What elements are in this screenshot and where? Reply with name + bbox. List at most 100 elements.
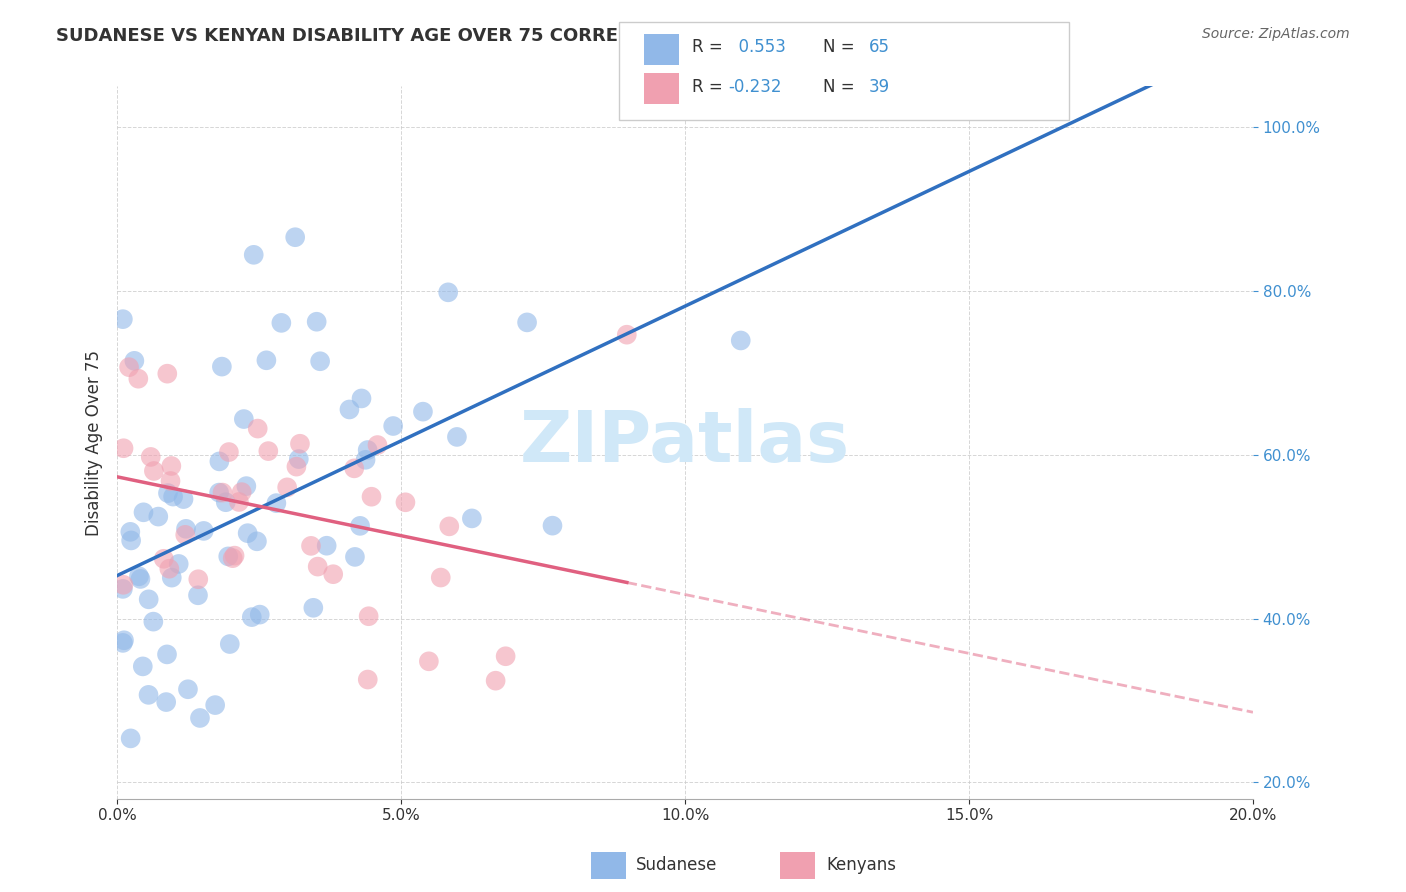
Point <box>156 367 179 381</box>
Point <box>156 486 179 500</box>
Text: 0.553: 0.553 <box>728 38 786 56</box>
Point <box>257 444 280 458</box>
Point <box>111 636 134 650</box>
Point <box>366 438 388 452</box>
Point <box>356 443 378 458</box>
Point <box>616 327 638 342</box>
Point <box>128 569 150 583</box>
Point <box>138 688 160 702</box>
Point <box>246 421 269 435</box>
Point <box>193 524 215 538</box>
Point <box>249 607 271 622</box>
Point <box>188 711 211 725</box>
Point <box>112 578 135 592</box>
Point <box>148 509 170 524</box>
Point <box>160 571 183 585</box>
Text: ZIPatlas: ZIPatlas <box>520 408 851 477</box>
Point <box>299 539 322 553</box>
Text: Sudanese: Sudanese <box>636 856 717 874</box>
Point <box>138 592 160 607</box>
Point <box>208 485 231 500</box>
Point <box>309 354 332 368</box>
Point <box>208 454 231 468</box>
Point <box>354 452 377 467</box>
Point <box>177 682 200 697</box>
Point <box>215 495 238 509</box>
Point <box>350 392 373 406</box>
Text: SUDANESE VS KENYAN DISABILITY AGE OVER 75 CORRELATION CHART: SUDANESE VS KENYAN DISABILITY AGE OVER 7… <box>56 27 765 45</box>
Point <box>211 359 233 374</box>
Point <box>276 480 298 494</box>
Point <box>218 637 240 651</box>
Point <box>288 436 311 450</box>
Point <box>343 461 366 475</box>
Point <box>111 582 134 596</box>
Y-axis label: Disability Age Over 75: Disability Age Over 75 <box>86 350 103 535</box>
Point <box>439 519 461 533</box>
Point <box>382 419 405 434</box>
Point <box>446 430 468 444</box>
Point <box>222 551 245 566</box>
Point <box>228 495 250 509</box>
Point <box>266 496 288 510</box>
Point <box>224 549 246 563</box>
Point <box>246 534 269 549</box>
Point <box>139 450 162 464</box>
Point <box>485 673 508 688</box>
Point <box>349 519 371 533</box>
Point <box>284 230 307 244</box>
Point <box>173 492 195 507</box>
Point <box>152 551 174 566</box>
Point <box>302 600 325 615</box>
Text: Source: ZipAtlas.com: Source: ZipAtlas.com <box>1202 27 1350 41</box>
Point <box>357 673 380 687</box>
Point <box>236 526 259 541</box>
Point <box>235 479 257 493</box>
Point <box>322 567 344 582</box>
Point <box>240 610 263 624</box>
Point <box>285 459 308 474</box>
Point <box>343 549 366 564</box>
Point <box>204 698 226 712</box>
Point <box>232 412 254 426</box>
Point <box>242 248 264 262</box>
Point <box>730 334 752 348</box>
Point <box>155 695 177 709</box>
Point <box>217 549 239 564</box>
Point <box>132 505 155 519</box>
Point <box>167 557 190 571</box>
Point <box>307 559 329 574</box>
Text: 39: 39 <box>869 78 890 95</box>
Point <box>288 452 311 467</box>
Point <box>162 490 184 504</box>
Point <box>270 316 292 330</box>
Point <box>418 654 440 668</box>
Text: R =: R = <box>692 78 728 95</box>
Point <box>120 533 142 548</box>
Point <box>156 648 179 662</box>
Text: Kenyans: Kenyans <box>827 856 897 874</box>
Point <box>357 609 380 624</box>
Point <box>157 562 180 576</box>
Text: 65: 65 <box>869 38 890 56</box>
Point <box>495 649 517 664</box>
Text: -0.232: -0.232 <box>728 78 782 95</box>
Text: N =: N = <box>823 78 859 95</box>
Point <box>218 445 240 459</box>
Point <box>120 731 142 746</box>
Point <box>120 524 142 539</box>
Point <box>174 528 197 542</box>
Point <box>394 495 416 509</box>
Point <box>187 572 209 586</box>
Point <box>124 354 146 368</box>
Point <box>254 353 277 368</box>
Point <box>160 458 183 473</box>
Point <box>360 490 382 504</box>
Text: R =: R = <box>692 38 728 56</box>
Point <box>118 360 141 375</box>
Point <box>142 464 165 478</box>
Point <box>112 442 135 456</box>
Point <box>315 539 337 553</box>
Point <box>112 633 135 648</box>
Point <box>231 485 253 500</box>
